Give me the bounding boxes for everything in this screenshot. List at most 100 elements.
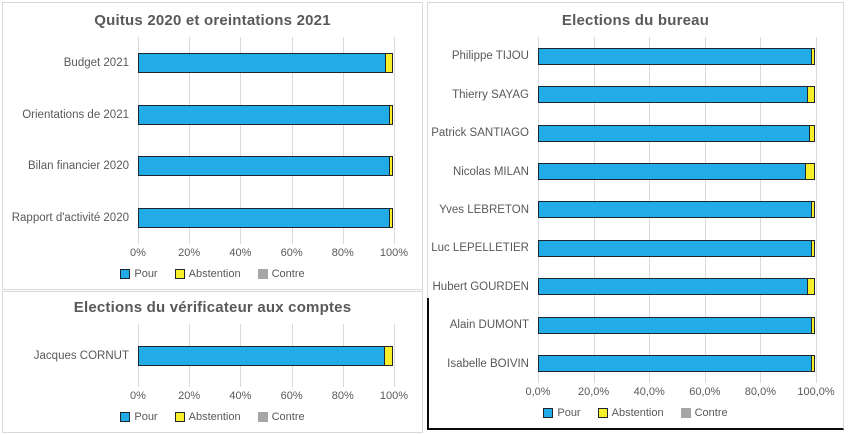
category-label: Thierry SAYAG	[452, 88, 529, 101]
bar-row: Isabelle BOIVIN	[428, 345, 843, 383]
bar-segment-abstention	[810, 355, 815, 373]
bar-track	[138, 208, 394, 229]
bar-row: Philippe TIJOU	[428, 37, 843, 75]
bar-segment-pour	[138, 345, 386, 366]
chart-panel-quitus: Quitus 2020 et oreintations 2021 Budget …	[2, 2, 423, 290]
legend-label: Pour	[557, 407, 581, 419]
category-label: Budget 2021	[63, 56, 129, 69]
bar-track	[538, 316, 816, 334]
stacked-bar	[138, 52, 394, 73]
stacked-bar	[538, 278, 816, 296]
category-label: Patrick SANTIAGO	[431, 127, 529, 140]
axis-tick-label: 20%	[178, 390, 201, 402]
chart-title: Elections du bureau	[561, 12, 710, 29]
category-label: Bilan financier 2020	[27, 160, 129, 173]
gridline	[394, 324, 395, 387]
axis-tick-label: 40%	[229, 390, 252, 402]
legend-swatch-abstention	[174, 269, 185, 279]
bar-track	[538, 239, 816, 257]
category-label: Yves LEBRETON	[439, 203, 529, 216]
bar-row: Bilan financier 2020	[3, 141, 422, 193]
legend-item-abstention: Abstention	[174, 268, 241, 280]
gridline	[138, 37, 139, 244]
axis-tick-label: 0%	[130, 247, 146, 259]
bar-segment-abstention	[385, 52, 393, 73]
bar-row: Hubert GOURDEN	[428, 268, 843, 306]
bar-row: Yves LEBRETON	[428, 191, 843, 229]
grid	[138, 37, 395, 244]
bar-track	[538, 278, 816, 296]
legend-item-contre: Contre	[257, 268, 305, 280]
legend-swatch-abstention	[597, 408, 608, 418]
bar-track	[138, 345, 394, 366]
legend-item-contre: Contre	[680, 407, 728, 419]
stacked-bar	[138, 156, 394, 177]
stacked-bar	[538, 239, 816, 257]
bar-segment-abstention	[806, 86, 815, 104]
stacked-bar	[538, 124, 816, 142]
x-axis: 0,0% 20,0% 40,0% 60,0% 80,0% 100,0%	[525, 386, 834, 401]
legend: Pour Abstention Contre	[428, 401, 843, 425]
bar-track	[538, 124, 816, 142]
bar-track	[538, 47, 816, 65]
stacked-bar	[538, 201, 816, 219]
bar-segment-abstention	[389, 156, 393, 177]
legend-item-abstention: Abstention	[174, 411, 241, 423]
gridline	[189, 37, 191, 244]
stacked-bar	[538, 163, 816, 181]
bar-segment-pour	[538, 124, 811, 142]
stacked-bar	[538, 355, 816, 373]
gridline	[394, 37, 395, 244]
bar-segment-pour	[138, 104, 391, 125]
bar-track	[538, 201, 816, 219]
bar-row: Jacques CORNUT	[3, 324, 422, 387]
legend: Pour Abstention Contre	[3, 262, 422, 286]
legend-swatch-contre	[257, 412, 268, 422]
bar-segment-pour	[538, 316, 812, 334]
axis-tick-label: 60%	[280, 247, 303, 259]
legend-label: Contre	[271, 268, 305, 280]
bar-segment-abstention	[809, 124, 815, 142]
legend-swatch-contre	[257, 269, 268, 279]
category-label: Alain DUMONT	[449, 319, 529, 332]
stacked-bar	[138, 345, 394, 366]
category-label: Luc LEPELLETIER	[431, 242, 529, 255]
bar-track	[138, 104, 394, 125]
bar-segment-pour	[138, 52, 387, 73]
stacked-bar	[138, 208, 394, 229]
legend-item-pour: Pour	[543, 407, 581, 419]
bar-segment-pour	[538, 355, 812, 373]
axis-tick-label: 100%	[379, 247, 409, 259]
bar-segment-abstention	[810, 316, 815, 334]
legend-swatch-pour	[543, 408, 554, 418]
bar-segment-abstention	[810, 47, 815, 65]
bar-row: Alain DUMONT	[428, 306, 843, 344]
legend-item-abstention: Abstention	[597, 407, 664, 419]
legend: Pour Abstention Contre	[3, 405, 422, 429]
legend-label: Pour	[134, 411, 158, 423]
gridline	[816, 37, 817, 383]
legend-swatch-abstention	[174, 412, 185, 422]
axis-tick-label: 100,0%	[797, 386, 835, 398]
chart-panel-verificateur: Elections du vérificateur aux comptes Ja…	[2, 291, 423, 433]
bar-segment-abstention	[806, 278, 815, 296]
bar-segment-pour	[538, 86, 808, 104]
axis-tick-label: 60%	[280, 390, 303, 402]
axis-tick-label: 80%	[331, 247, 354, 259]
gridline	[342, 37, 344, 244]
bar-segment-abstention	[810, 201, 815, 219]
category-label: Hubert GOURDEN	[432, 280, 530, 293]
bar-row: Budget 2021	[3, 37, 422, 89]
x-axis: 0% 20% 40% 60% 80% 100%	[130, 247, 408, 262]
legend-label: Contre	[271, 411, 305, 423]
chart-title: Elections du vérificateur aux comptes	[73, 299, 352, 316]
axis-tick-label: 40%	[229, 247, 252, 259]
plot-area: Budget 2021 Orientations de 2021 Bilan fin…	[3, 37, 422, 244]
category-label: Orientations de 2021	[22, 108, 129, 121]
category-label: Rapport d'activité 2020	[11, 212, 129, 225]
stacked-bar	[538, 86, 816, 104]
category-label: Philippe TIJOU	[451, 50, 529, 63]
chart-body: Philippe TIJOU Thierry SAYAG Patrick SANTI…	[428, 31, 843, 428]
axis-tick-label: 20%	[178, 247, 201, 259]
